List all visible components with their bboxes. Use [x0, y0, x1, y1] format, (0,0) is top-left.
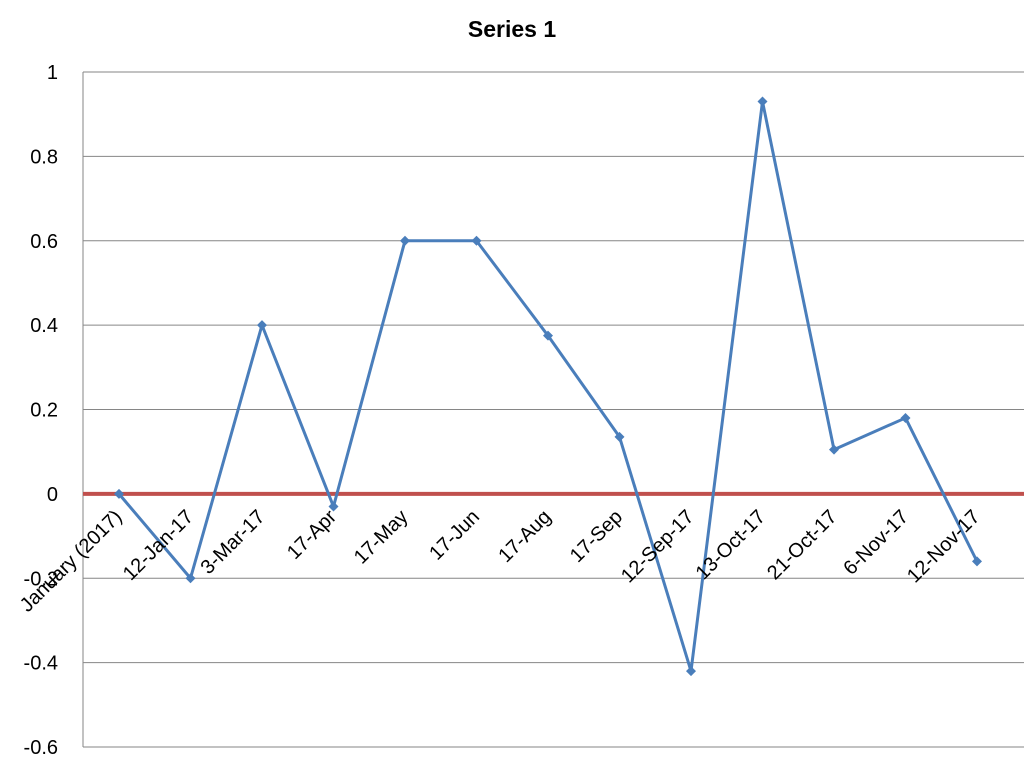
data-point-marker	[829, 444, 839, 455]
x-axis-tick-labels: January (2017)12-Jan-173-Mar-17 17-Apr 17-…	[16, 506, 985, 617]
x-tick-label: 17-Aug	[494, 506, 555, 567]
chart-title: Series 1	[468, 16, 556, 42]
y-axis-tick-labels: -0.6 -0.4 -0.2 0 0.2 0.4 0.6 0.8 1	[24, 62, 58, 759]
x-tick-label: 17-May	[350, 506, 413, 569]
y-tick-label: 0.2	[30, 400, 58, 422]
y-tick-label: 0.8	[30, 146, 58, 168]
data-point-marker	[400, 235, 410, 246]
data-point-marker	[972, 556, 982, 567]
data-point-marker	[900, 412, 911, 423]
x-tick-label: 17-Apr	[283, 506, 341, 564]
data-point-marker	[543, 330, 553, 341]
data-point-marker	[757, 96, 768, 107]
x-tick-label: 21-Oct-17	[763, 506, 841, 584]
data-point-marker	[686, 666, 696, 677]
data-point-marker	[114, 488, 124, 499]
y-tick-label: 0.6	[30, 231, 58, 253]
y-tick-label: -0.6	[24, 737, 58, 759]
data-point-marker	[614, 431, 625, 442]
data-point-marker	[257, 320, 267, 331]
x-tick-label: 17-Jun	[425, 506, 484, 565]
x-tick-label: 12-Nov-17	[903, 506, 985, 588]
y-tick-label: 0.4	[30, 315, 58, 337]
x-tick-label: January (2017)	[16, 506, 127, 617]
series-layer	[114, 96, 982, 677]
y-tick-label: -0.4	[24, 653, 58, 675]
data-point-marker	[471, 235, 482, 246]
y-tick-label: 0	[47, 484, 58, 506]
y-tick-label: 1	[47, 62, 58, 84]
y-tick-label: -0.2	[24, 568, 58, 590]
x-tick-label: 17-Sep	[566, 506, 627, 567]
gridlines	[83, 71, 1024, 748]
series-line	[117, 100, 979, 673]
data-point-marker	[328, 501, 339, 512]
x-tick-label: 6-Nov-17	[839, 506, 913, 580]
x-tick-label: 12-Sep-17	[617, 506, 699, 588]
x-tick-label: 13-Oct-17	[692, 506, 770, 584]
data-point-marker	[185, 573, 196, 584]
